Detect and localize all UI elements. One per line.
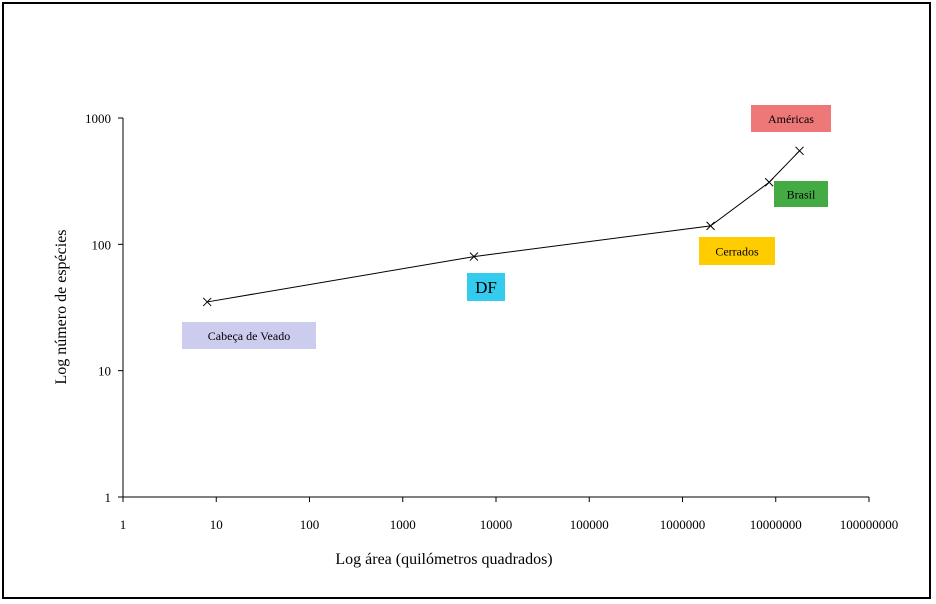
x-tick-label: 1 (120, 517, 127, 532)
point-label-text: Américas (768, 112, 814, 126)
point-label: Américas (751, 105, 831, 132)
y-tick-label: 1000 (85, 111, 111, 126)
marker-stroke (706, 221, 715, 231)
data-point-marker (764, 177, 774, 187)
x-tick-label: 1000000 (660, 517, 706, 532)
point-label-text: DF (475, 278, 497, 297)
point-labels: Cabeça de Veado DF Cerrados Brasil Américas (182, 105, 831, 349)
marker-stroke (202, 297, 212, 307)
y-tick-label: 100 (92, 237, 112, 252)
chart-svg: 1 10 100 1000 1 10 100 1000 10000 100000 1000000 10… (53, 105, 898, 568)
point-label: Brasil (774, 181, 828, 207)
x-axis-title: Log área (quilómetros quadrados) (335, 551, 552, 568)
point-label: DF (467, 273, 505, 301)
x-tick-label: 10 (210, 517, 223, 532)
point-label: Cabeça de Veado (182, 322, 316, 349)
point-label-text: Cerrados (715, 244, 759, 258)
marker-stroke (469, 252, 479, 261)
data-point-marker (202, 297, 212, 307)
point-label-box (699, 237, 775, 265)
data-point-marker (795, 146, 804, 156)
point-label: Cerrados (699, 237, 775, 265)
data-point-marker (706, 221, 715, 231)
data-series (202, 146, 804, 307)
axes: 1 10 100 1000 1 10 100 1000 10000 100000 1000000 10… (85, 111, 898, 532)
y-tick-label: 10 (98, 364, 111, 379)
point-label-box (751, 105, 831, 132)
point-label-box (774, 181, 828, 207)
point-label-text: Brasil (787, 187, 816, 201)
x-tick-label: 100000000 (840, 517, 899, 532)
y-tick-label: 1 (105, 490, 112, 505)
x-tick-label: 1000 (390, 517, 416, 532)
marker-stroke (764, 177, 774, 187)
y-axis-title: Log número de espécies (53, 229, 70, 384)
point-label-box (182, 322, 316, 349)
point-label-box (467, 273, 505, 301)
x-tick-label: 10000 (480, 517, 513, 532)
x-tick-label: 10000000 (750, 517, 802, 532)
x-tick-label: 100000 (570, 517, 609, 532)
point-label-text: Cabeça de Veado (208, 329, 290, 343)
marker-stroke (795, 146, 804, 156)
x-tick-label: 100 (300, 517, 320, 532)
data-point-marker (469, 252, 479, 261)
